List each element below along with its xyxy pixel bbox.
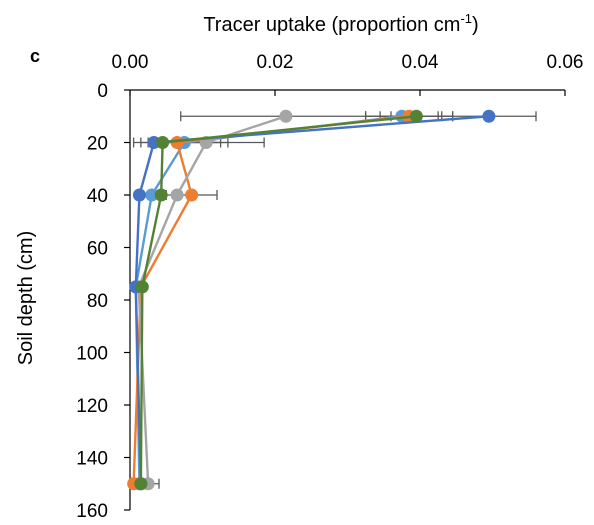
series-line-5 [139, 115, 417, 484]
x-tick-label: 0.04 [402, 52, 439, 73]
series-line-1 [134, 115, 403, 484]
data-point [154, 188, 168, 202]
data-point [482, 109, 496, 123]
x-axis-title: Tracer uptake (proportion cm-1) [203, 11, 478, 36]
x-axis-title-main: Tracer uptake (proportion cm [203, 14, 460, 36]
series-lines [127, 109, 496, 491]
x-axis-title-end: ) [472, 14, 479, 36]
y-tick-label: 140 [76, 449, 108, 470]
data-point [279, 109, 293, 123]
data-point [185, 188, 199, 202]
y-axis-title: Soil depth (cm) [15, 231, 37, 366]
y-tick-label: 120 [76, 396, 108, 417]
data-point [409, 109, 423, 123]
y-tick-label: 80 [87, 291, 108, 312]
y-tick-labels: 0 20 40 60 80 100 120 140 160 [76, 81, 108, 522]
x-axis-title-superscript: -1 [460, 11, 472, 26]
data-point [134, 477, 148, 491]
error-bars [132, 111, 537, 489]
panel-label: c [30, 46, 40, 66]
data-point [170, 188, 184, 202]
data-point [132, 188, 146, 202]
axes [124, 89, 566, 511]
data-point [156, 136, 170, 149]
x-tick-label: 0.02 [257, 52, 294, 73]
y-tick-label: 40 [87, 186, 108, 207]
y-tick-label: 20 [87, 134, 108, 155]
y-tick-label: 0 [97, 81, 108, 102]
x-tick-label: 0.06 [547, 52, 584, 73]
series-line-4 [134, 115, 489, 484]
x-tick-label: 0.00 [112, 52, 149, 73]
series-line-2 [132, 115, 410, 484]
x-tick-labels: 0.00 0.02 0.04 0.06 [112, 52, 584, 73]
y-tick-label: 60 [87, 239, 108, 260]
y-tick-label: 100 [76, 344, 108, 365]
y-tick-label: 160 [76, 501, 108, 522]
data-point [145, 188, 159, 202]
data-point [135, 280, 149, 294]
